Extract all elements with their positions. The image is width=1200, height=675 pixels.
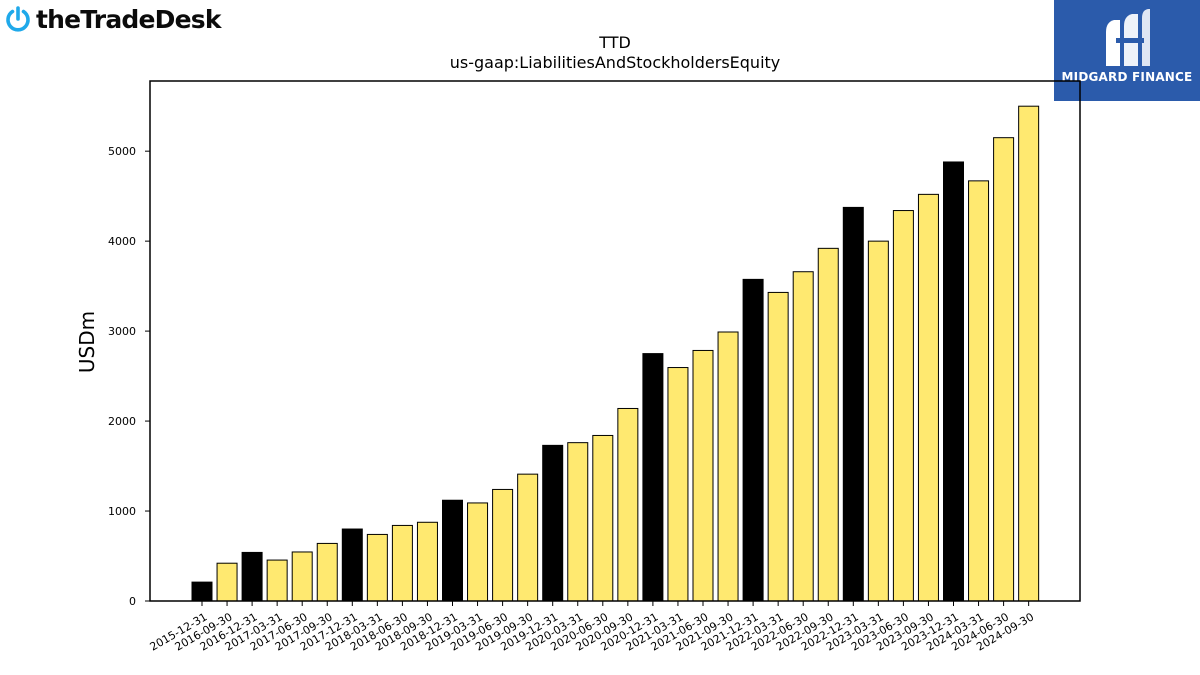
the-trade-desk-logo-text: theTradeDesk [36,4,221,34]
midgard-finance-logo-text: MIDGARD FINANCE [1061,70,1193,84]
bar-2019-09-30 [517,473,539,602]
bar-2021-12-31 [742,278,764,602]
midgard-mark-icon [1106,9,1150,66]
bar-2023-06-30 [892,210,914,602]
bar-2015-12-31 [191,581,213,602]
bar-2017-09-30 [316,542,338,602]
bar-2017-06-30 [291,551,313,602]
y-axis-label: USDm [75,311,99,373]
bar-2018-12-31 [442,499,463,602]
y-tick-label: 4000 [108,235,136,248]
chart-title: TTD [598,33,631,52]
bar-2024-03-31 [968,180,990,602]
bar-2023-09-30 [917,193,939,602]
bar-2020-06-30 [592,434,614,602]
bars-group [191,105,1040,602]
power-icon [6,6,30,32]
y-tick-label: 2000 [108,415,136,428]
midgard-finance-logo: MIDGARD FINANCE [1054,0,1200,101]
bar-2020-09-30 [617,407,639,602]
bar-2018-03-31 [366,533,388,602]
bar-2020-03-31 [567,442,589,602]
bar-2019-12-31 [542,444,564,602]
bar-2016-12-31 [241,551,263,602]
x-axis: 2015-12-312016-09-302016-12-312017-03-31… [148,601,1036,654]
y-tick-label: 5000 [108,145,136,158]
y-tick-label: 3000 [108,325,136,338]
bar-2016-09-30 [216,562,238,602]
bar-2021-06-30 [692,349,714,602]
bar-2018-09-30 [416,521,438,602]
bar-2024-09-30 [1018,105,1040,602]
y-tick-label: 1000 [108,505,136,518]
plot-frame [149,80,1081,602]
bar-2019-06-30 [492,488,514,602]
chart-subtitle: us-gaap:LiabilitiesAndStockholdersEquity [450,53,781,72]
the-trade-desk-logo: theTradeDesk [4,2,221,36]
y-tick-label: 0 [129,595,136,608]
bar-2022-09-30 [817,247,839,602]
bar-2022-12-31 [842,206,864,602]
bar-2020-12-31 [642,353,664,602]
bar-2024-06-30 [993,137,1015,602]
bar-2018-06-30 [391,524,413,602]
bar-2023-03-31 [867,240,889,602]
bar-2021-09-30 [717,331,739,602]
bar-2021-03-31 [667,367,689,602]
y-axis: 0 1000 2000 3000 4000 5000 [108,145,150,608]
bar-2023-12-31 [943,161,964,602]
bar-2017-03-31 [266,559,288,602]
bar-2017-12-31 [341,528,363,602]
bar-2019-03-31 [467,502,489,602]
bar-2022-06-30 [792,271,814,602]
bar-2022-03-31 [767,291,789,602]
